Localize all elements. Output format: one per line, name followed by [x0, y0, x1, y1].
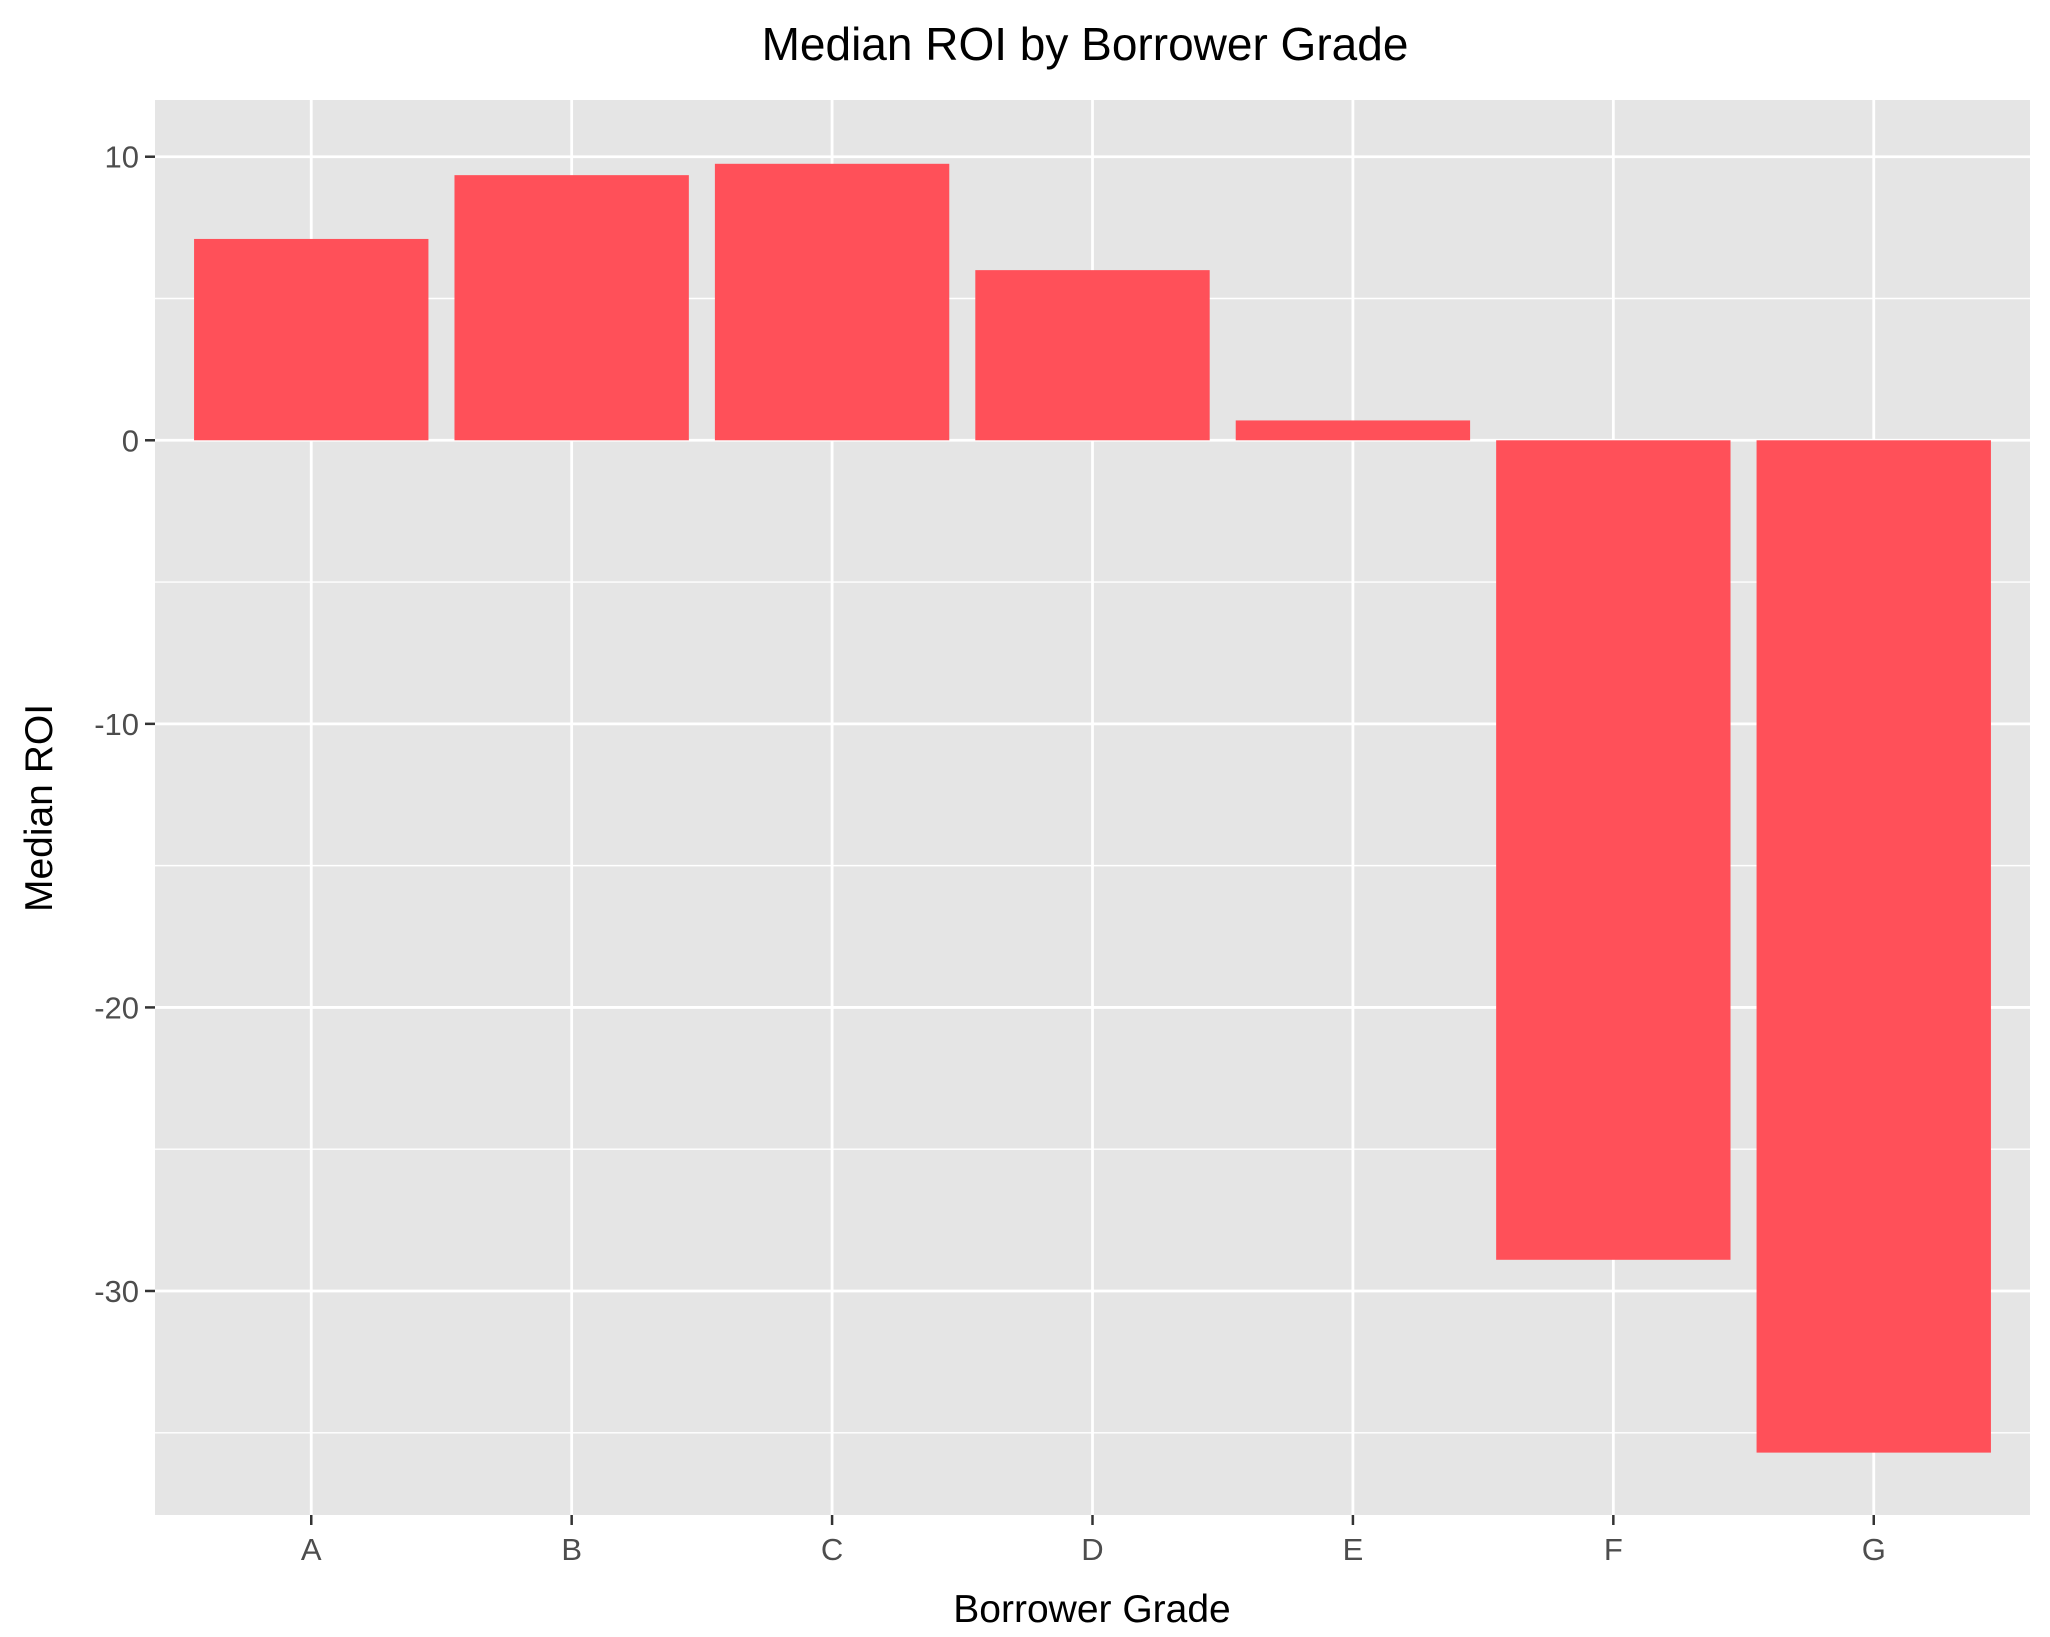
major-gridlines — [155, 100, 2030, 1515]
x-axis: A B C D E F G — [301, 1515, 1886, 1567]
y-tick-label: -20 — [94, 990, 139, 1025]
y-tick-label: 0 — [122, 423, 139, 458]
x-tick-label: F — [1604, 1532, 1623, 1567]
y-axis-title: Median ROI — [18, 704, 61, 912]
bar-D — [975, 270, 1210, 441]
bar-B — [454, 175, 689, 441]
bar-G — [1756, 440, 1991, 1453]
bars — [194, 163, 1991, 1453]
y-tick-label: 10 — [105, 140, 139, 175]
y-axis: 10 0 -10 -20 -30 — [94, 140, 155, 1309]
x-tick-label: D — [1081, 1532, 1103, 1567]
y-tick-label: -30 — [94, 1274, 139, 1309]
bar-A — [194, 238, 429, 441]
bar-F — [1496, 440, 1731, 1260]
x-tick-label: C — [821, 1532, 843, 1567]
x-tick-label: B — [561, 1532, 582, 1567]
x-tick-label: E — [1343, 1532, 1364, 1567]
chart-title: Median ROI by Borrower Grade — [762, 18, 1409, 70]
x-axis-title: Borrower Grade — [953, 1588, 1230, 1631]
y-tick-label: -10 — [94, 707, 139, 742]
x-tick-label: A — [301, 1532, 322, 1567]
bar-E — [1235, 420, 1471, 441]
bar-C — [714, 163, 950, 441]
x-tick-label: G — [1862, 1532, 1886, 1567]
